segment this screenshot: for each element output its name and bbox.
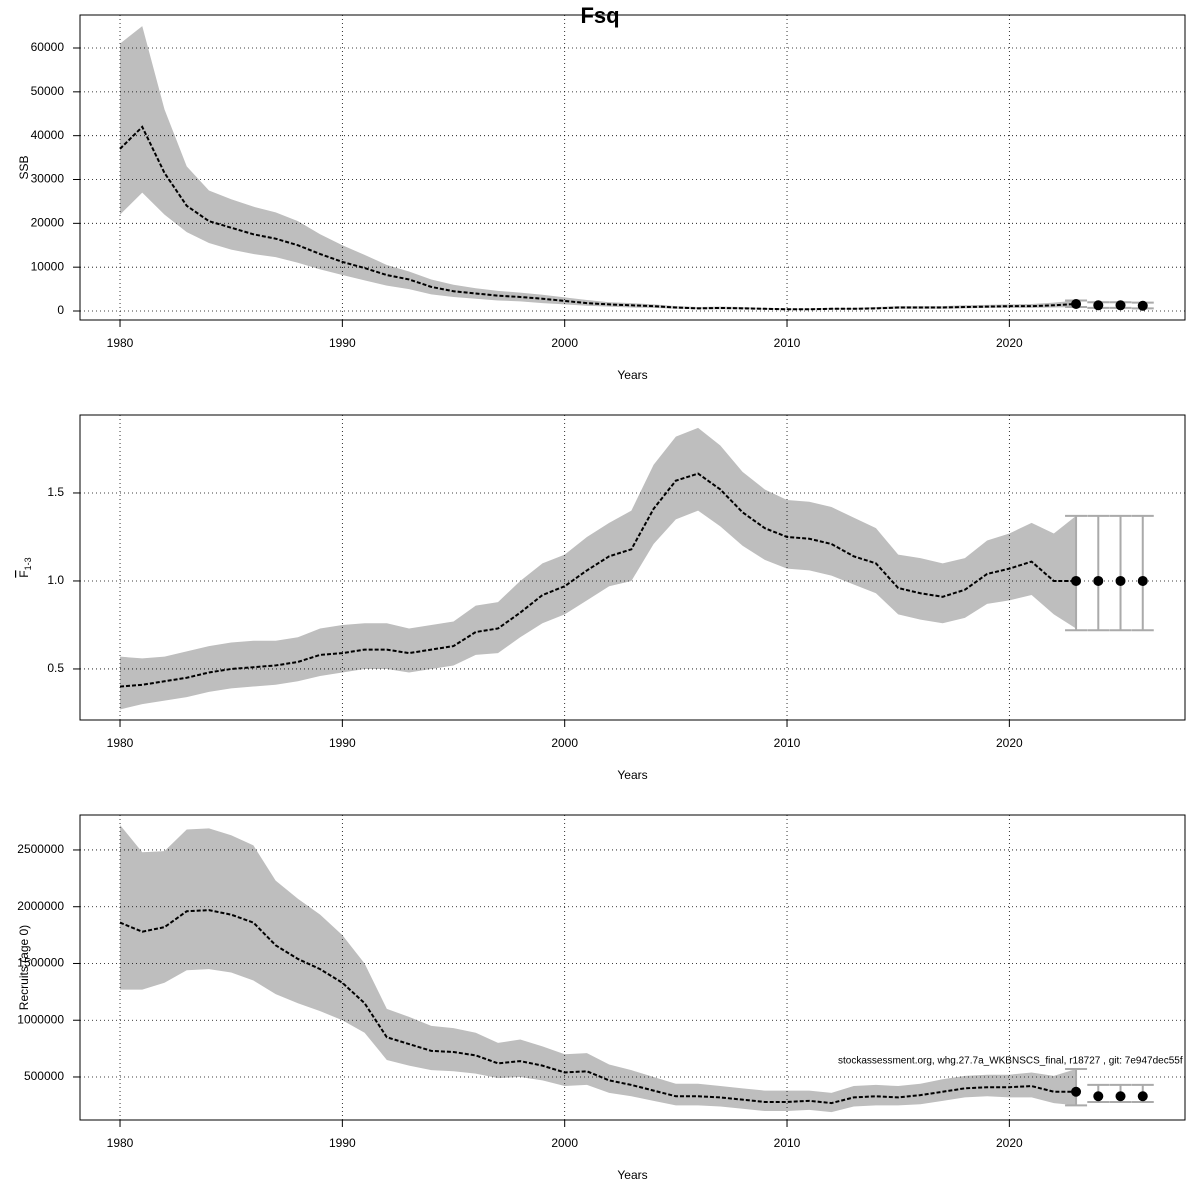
projection-point	[1115, 300, 1126, 311]
panel: 1980 1990 2000 2010 2020 0 10000 20000 30000 4000…	[17, 14, 1186, 382]
projection-point	[1137, 300, 1148, 311]
y-tick-label: 0.5	[47, 661, 64, 675]
x-tick-label: 2010	[774, 736, 801, 750]
x-tick-label: 1980	[107, 1136, 134, 1150]
y-tick-label: 1000000	[17, 1012, 64, 1026]
y-tick-label: 2000000	[17, 899, 64, 913]
confidence-band	[120, 427, 1077, 710]
projection-point	[1071, 575, 1082, 586]
x-tick-label: 2020	[996, 736, 1023, 750]
x-axis-label: Years	[617, 768, 647, 782]
y-axis-label: F1-3	[17, 557, 33, 577]
projection-point	[1093, 1091, 1104, 1102]
y-tick-label: 1.5	[47, 485, 64, 499]
projection-point	[1071, 1086, 1082, 1097]
x-axis-label: Years	[617, 368, 647, 382]
y-tick-label: 1.0	[47, 573, 64, 587]
y-tick-label: 0	[57, 303, 64, 317]
confidence-band	[120, 824, 1077, 1113]
x-tick-label: 1980	[107, 736, 134, 750]
x-tick-label: 1990	[329, 1136, 356, 1150]
projection-point	[1115, 1091, 1126, 1102]
y-tick-label: 10000	[31, 259, 65, 273]
y-tick-label: 60000	[31, 40, 65, 54]
estimate-line	[119, 125, 1077, 311]
y-tick-label: 500000	[24, 1069, 64, 1083]
projection-point	[1093, 575, 1104, 586]
y-tick-label: 50000	[31, 84, 65, 98]
x-tick-label: 2020	[996, 336, 1023, 350]
y-axis-label: SSB	[17, 155, 31, 179]
projection-point	[1137, 575, 1148, 586]
projection-point	[1093, 300, 1104, 311]
x-tick-label: 2000	[551, 336, 578, 350]
estimate-line	[119, 472, 1077, 688]
y-tick-label: 2500000	[17, 842, 64, 856]
x-tick-label: 2010	[774, 336, 801, 350]
projection-point	[1071, 298, 1082, 309]
plot-frame	[79, 814, 1186, 1121]
y-tick-label: 30000	[31, 172, 65, 186]
y-axis-label-main: Recruits (age 0)	[17, 925, 31, 1010]
plot-frame	[79, 14, 1186, 321]
x-tick-label: 2010	[774, 1136, 801, 1150]
y-axis-label-main: SSB	[17, 155, 31, 179]
y-axis-label-main: F	[17, 570, 31, 577]
y-axis-label-sub: 1-3	[23, 557, 33, 570]
y-axis-label: Recruits (age 0)	[17, 925, 31, 1010]
panel: 1980 1990 2000 2010 2020 0.5 1.0 1.5 Years F1-3	[17, 414, 1186, 782]
y-tick-label: 20000	[31, 216, 65, 230]
projection-point	[1137, 1091, 1148, 1102]
x-axis-label: Years	[617, 1168, 647, 1182]
x-tick-label: 1980	[107, 336, 134, 350]
annotation: stockassessment.org, whg.27.7a_WKBNSCS_f…	[838, 1056, 1183, 1067]
x-tick-label: 2000	[551, 736, 578, 750]
x-tick-label: 1990	[329, 336, 356, 350]
y-tick-label: 1500000	[17, 956, 64, 970]
x-tick-label: 1990	[329, 736, 356, 750]
x-tick-label: 2020	[996, 1136, 1023, 1150]
plot-frame	[79, 414, 1186, 721]
projection-point	[1115, 575, 1126, 586]
panel: 1980 1990 2000 2010 2020 500000 1000000 1500000…	[17, 814, 1186, 1182]
x-tick-label: 2000	[551, 1136, 578, 1150]
y-tick-label: 40000	[31, 128, 65, 142]
